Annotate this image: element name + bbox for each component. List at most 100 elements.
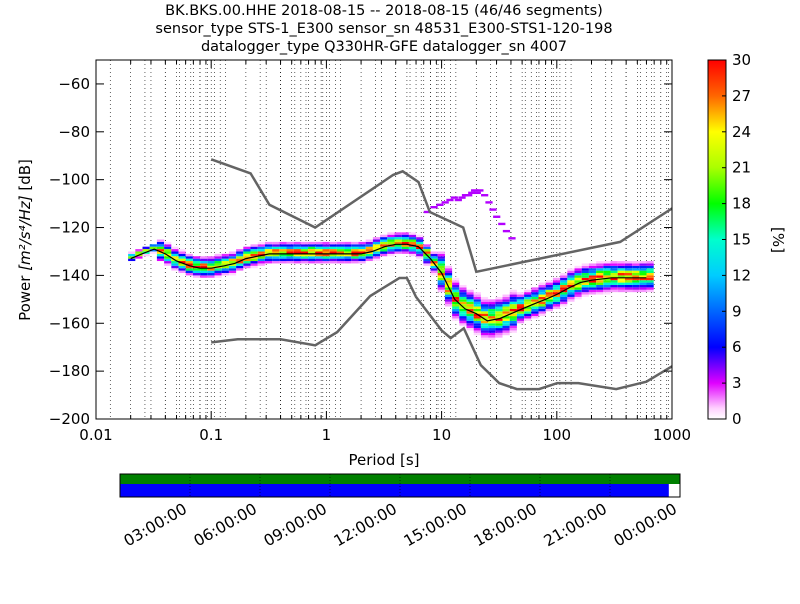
histogram-bin	[610, 263, 618, 266]
histogram-bin	[149, 249, 157, 252]
histogram-bin	[459, 313, 467, 317]
histogram-bin	[509, 304, 517, 307]
histogram-bin	[228, 265, 237, 269]
histogram-bin	[538, 308, 546, 312]
histogram-bin	[495, 328, 503, 331]
histogram-bin	[128, 253, 136, 257]
histogram-bin	[466, 323, 474, 326]
histogram-bin	[221, 273, 229, 276]
histogram-bin	[495, 323, 503, 326]
histogram-bin	[156, 253, 165, 257]
histogram-bin	[603, 277, 611, 281]
histogram-bin	[264, 246, 273, 250]
histogram-bin	[459, 318, 467, 321]
histogram-bin	[617, 287, 625, 290]
histogram-bin	[207, 268, 215, 271]
histogram-bin	[135, 249, 143, 252]
histogram-bin	[272, 256, 280, 259]
histogram-bin	[300, 258, 309, 262]
histogram-bin	[156, 241, 165, 245]
histogram-bin	[315, 241, 323, 245]
histogram-bin	[441, 201, 449, 204]
histogram-bin	[257, 244, 265, 247]
histogram-bin	[293, 246, 301, 250]
histogram-bin	[509, 296, 517, 300]
histogram-bin	[351, 261, 359, 264]
histogram-bin	[178, 249, 186, 252]
histogram-bin	[632, 263, 640, 266]
histogram-bin	[200, 256, 208, 259]
histogram-bin	[617, 284, 625, 288]
histogram-bin	[603, 282, 611, 285]
histogram-bin	[531, 292, 539, 295]
histogram-bin	[452, 289, 460, 293]
histogram-bin	[588, 289, 597, 293]
histogram-bin	[509, 320, 517, 324]
histogram-bin	[214, 261, 222, 264]
histogram-bin	[437, 273, 445, 276]
histogram-bin	[596, 289, 604, 293]
histogram-bin	[387, 232, 395, 235]
histogram-bin	[257, 251, 265, 254]
histogram-bin	[416, 249, 424, 252]
histogram-bin	[387, 251, 395, 254]
histogram-bin	[581, 270, 589, 274]
histogram-bin	[214, 256, 222, 259]
histogram-bin	[279, 253, 287, 257]
histogram-bin	[243, 246, 251, 250]
histogram-bin	[624, 268, 633, 271]
histogram-bin	[315, 261, 323, 264]
histogram-bin	[516, 296, 525, 300]
histogram-bin	[221, 258, 229, 262]
histogram-bin	[401, 237, 409, 240]
histogram-bin	[358, 261, 366, 264]
histogram-bin	[423, 246, 431, 250]
histogram-bin	[228, 268, 237, 271]
histogram-bin	[581, 273, 589, 276]
histogram-bin	[171, 268, 179, 271]
histogram-bin	[560, 292, 568, 295]
histogram-bin	[257, 263, 265, 266]
histogram-bin	[437, 282, 445, 285]
histogram-bin	[437, 280, 445, 283]
histogram-bin	[632, 265, 640, 269]
histogram-bin	[596, 265, 604, 269]
histogram-bin	[588, 280, 597, 283]
histogram-bin	[380, 241, 388, 245]
histogram-bin	[200, 265, 208, 269]
histogram-bin	[236, 261, 244, 264]
histogram-bin	[329, 249, 337, 252]
histogram-bin	[545, 292, 553, 295]
histogram-bin	[142, 246, 150, 250]
histogram-bin	[430, 263, 438, 266]
histogram-bin	[567, 268, 575, 271]
histogram-bin	[502, 311, 510, 314]
histogram-bin	[632, 277, 640, 281]
histogram-bin	[545, 287, 553, 290]
histogram-bin	[315, 249, 323, 252]
x-axis-ticks: 0.01 0.1 1 10 100 1000	[79, 60, 691, 444]
histogram-bin	[365, 241, 373, 245]
histogram-bin	[610, 273, 618, 276]
histogram-bin	[502, 306, 510, 309]
histogram-bin	[207, 258, 215, 262]
histogram-bin	[293, 253, 301, 257]
histogram-bin	[380, 234, 388, 238]
histogram-bin	[408, 249, 417, 252]
histogram-bin	[243, 261, 251, 264]
histogram-bin	[581, 282, 589, 285]
histogram-bin	[416, 256, 424, 259]
histogram-bin	[272, 249, 280, 252]
histogram-bin	[394, 241, 402, 245]
histogram-bin	[617, 261, 625, 264]
histogram-bin	[603, 292, 611, 295]
histogram-bin	[502, 328, 510, 331]
histogram-bin	[588, 282, 597, 285]
histogram-bin	[560, 296, 568, 300]
histogram-bin	[610, 284, 618, 288]
colorbar-tick-label: 21	[732, 159, 751, 177]
histogram-bin	[524, 311, 532, 314]
histogram-bin	[185, 258, 193, 262]
histogram-bin	[437, 263, 445, 266]
histogram-bin	[185, 273, 193, 276]
